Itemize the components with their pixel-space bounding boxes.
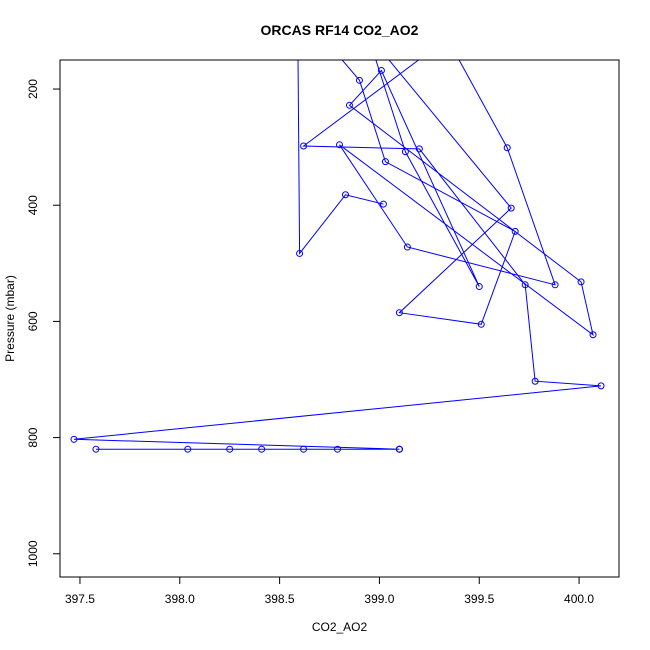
data-point bbox=[551, 281, 559, 289]
x-axis-label: CO2_AO2 bbox=[312, 620, 368, 634]
data-point bbox=[334, 445, 342, 453]
data-point bbox=[92, 445, 100, 453]
data-point bbox=[336, 141, 343, 149]
x-axis: 397.5 398.0 398.5 399.0 399.5 400.0 bbox=[65, 576, 594, 606]
series-layer bbox=[70, 60, 605, 453]
data-point bbox=[511, 227, 519, 235]
x-tick-label: 398.0 bbox=[165, 592, 195, 606]
data-point bbox=[521, 281, 529, 289]
data-point bbox=[503, 144, 511, 152]
data-point bbox=[597, 382, 605, 390]
data-point bbox=[355, 76, 363, 84]
x-tick-label: 399.0 bbox=[364, 592, 394, 606]
x-tick-label: 399.5 bbox=[464, 592, 494, 606]
data-point bbox=[531, 377, 539, 385]
data-point bbox=[296, 249, 304, 257]
data-point bbox=[345, 101, 353, 109]
x-tick-label: 398.5 bbox=[265, 592, 295, 606]
data-point bbox=[477, 320, 485, 328]
chart-title: ORCAS RF14 CO2_AO2 bbox=[261, 22, 419, 38]
data-point bbox=[341, 191, 349, 199]
x-tick-label: 397.5 bbox=[65, 592, 95, 606]
data-point bbox=[415, 145, 423, 153]
data-point bbox=[475, 283, 483, 291]
data-point bbox=[226, 445, 234, 453]
data-point bbox=[589, 331, 597, 339]
x-tick-label: 400.0 bbox=[564, 592, 594, 606]
y-tick-label: 600 bbox=[26, 311, 40, 331]
y-axis: 200 400 600 800 1000 bbox=[26, 79, 61, 567]
y-tick-label: 800 bbox=[26, 427, 40, 447]
data-point bbox=[377, 66, 385, 74]
data-point bbox=[395, 445, 403, 453]
data-point bbox=[70, 435, 78, 443]
data-point bbox=[577, 278, 585, 286]
y-tick-label: 400 bbox=[26, 195, 40, 215]
data-point bbox=[395, 309, 403, 317]
data-point bbox=[258, 445, 266, 453]
data-point bbox=[401, 148, 409, 156]
data-point bbox=[381, 158, 389, 166]
data-point bbox=[300, 142, 308, 150]
data-point bbox=[403, 243, 411, 251]
y-tick-label: 1000 bbox=[26, 540, 40, 567]
y-tick-label: 200 bbox=[26, 79, 40, 99]
y-axis-label: Pressure (mbar) bbox=[3, 275, 17, 362]
data-point bbox=[379, 200, 387, 208]
data-point bbox=[184, 445, 192, 453]
data-point bbox=[300, 445, 308, 453]
data-point bbox=[507, 204, 515, 212]
series-line bbox=[73, 60, 602, 450]
